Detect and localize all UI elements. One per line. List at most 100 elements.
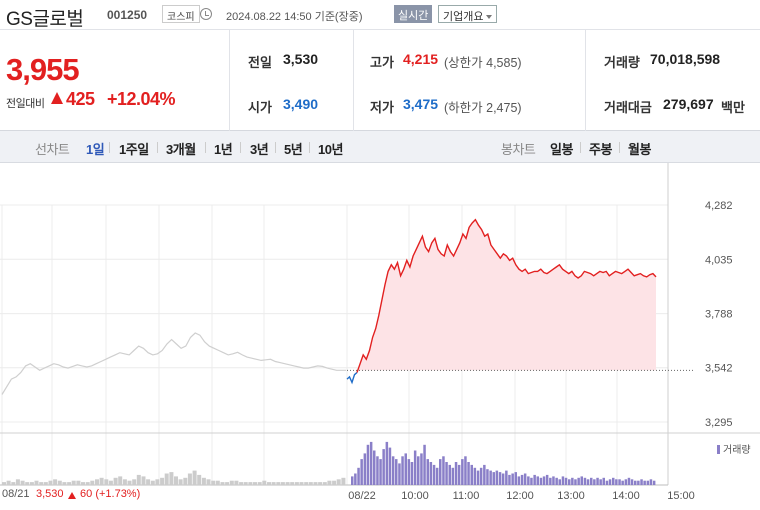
volume-bar-prev-1 [6, 480, 11, 485]
volume-bar-prev-34 [160, 477, 165, 485]
clock-icon [200, 8, 212, 20]
volume-bar-today-16 [401, 456, 404, 486]
volume-bar-today-52 [514, 472, 517, 485]
volume-bar-today-76 [590, 477, 593, 485]
volume-bar-today-42 [483, 464, 486, 485]
tab-1w[interactable]: 1주일 [119, 142, 149, 157]
volume-bar-prev-15 [71, 480, 76, 485]
volume-bar-prev-49 [229, 480, 234, 485]
volume-swatch [717, 445, 720, 454]
realtime-button[interactable]: 실시간 [394, 5, 433, 23]
y-tick-0: 4,282 [705, 200, 733, 212]
volume-bar-today-25 [429, 462, 433, 485]
open-label: 시가 [248, 100, 272, 115]
volume-bar-today-28 [439, 459, 442, 485]
market-badge: 코스피 [162, 5, 200, 23]
low-label: 저가 [370, 100, 394, 115]
company-overview-dropdown[interactable]: 기업개요 [438, 5, 498, 23]
volume-bar-prev-4 [20, 480, 25, 485]
volume-bar-prev-30 [141, 476, 146, 485]
tab-weekly[interactable]: 주봉 [589, 142, 612, 157]
volume-bar-prev-8 [39, 482, 44, 485]
volume-bar-today-89 [630, 479, 634, 486]
volume-bar-prev-32 [150, 480, 155, 485]
prev-label: 전일 [248, 55, 272, 70]
volume-bar-prev-3 [15, 479, 20, 486]
tab-monthly[interactable]: 월봉 [628, 142, 651, 157]
volume-bar-prev-68 [318, 482, 323, 485]
volume-bar-prev-25 [118, 476, 123, 485]
volume-bar-today-30 [445, 462, 448, 485]
volume-bar-prev-7 [34, 480, 39, 485]
volume-bar-prev-57 [267, 482, 271, 485]
volume-bar-today-17 [404, 453, 407, 485]
volume-bar-today-85 [618, 479, 621, 486]
volume-bar-prev-73 [341, 477, 346, 485]
volume-bar-prev-19 [90, 480, 95, 485]
tab-3y[interactable]: 3년 [250, 142, 269, 157]
volume-bar-today-81 [605, 480, 609, 485]
open-value: 3,490 [283, 96, 319, 112]
volume-bar-today-33 [454, 462, 458, 485]
volume-bar-prev-65 [304, 482, 309, 485]
company-overview-label: 기업개요 [443, 11, 484, 23]
x-tick-3: 12:00 [506, 490, 534, 502]
volume-bar-today-44 [489, 470, 492, 485]
volume-bar-today-27 [435, 467, 439, 486]
tab-10y[interactable]: 10년 [318, 142, 343, 157]
volume-bar-today-64 [552, 476, 555, 485]
volume-bar-prev-14 [67, 482, 72, 485]
volume-bar-prev-60 [280, 482, 285, 485]
today-price-line [356, 218, 657, 373]
x-tick-4: 13:00 [557, 490, 585, 502]
tab-daily[interactable]: 일봉 [550, 142, 573, 157]
tab-3m[interactable]: 3개월 [166, 142, 196, 157]
change-label: 전일대비 [6, 98, 45, 110]
volume-bar-prev-72 [336, 479, 341, 486]
x-tick-5: 14:00 [612, 490, 640, 502]
volume-bar-today-88 [627, 477, 631, 485]
tab-candle-chart[interactable]: 봉차트 [501, 142, 536, 157]
volume-bar-today-54 [520, 474, 524, 485]
volume-bar-prev-59 [276, 482, 281, 485]
volume-bar-today-61 [542, 476, 546, 485]
prev-change-value: 60 [80, 488, 93, 500]
volume-bar-today-59 [536, 476, 539, 485]
change-rate: +12.04% [107, 89, 176, 109]
volume-bar-prev-44 [206, 479, 211, 486]
volume-bar-prev-20 [95, 479, 99, 486]
volume-bar-prev-45 [211, 480, 216, 485]
tab-1d[interactable]: 1일 [86, 142, 105, 157]
tab-1y[interactable]: 1년 [214, 142, 233, 157]
volume-bar-today-57 [530, 477, 533, 485]
volume-bar-today-10 [382, 449, 385, 485]
volume-bar-prev-53 [248, 482, 253, 485]
volume-bar-today-72 [577, 477, 580, 485]
volume-bar-prev-47 [220, 482, 225, 485]
tab-line-chart[interactable]: 선차트 [35, 142, 70, 157]
volume-bar-today-35 [461, 459, 464, 485]
volume-bar-today-24 [426, 459, 429, 485]
volume-bar-prev-69 [322, 482, 327, 485]
volume-bar-today-1 [354, 473, 357, 485]
volume-bar-prev-13 [62, 482, 67, 485]
x-tick-2: 11:00 [453, 490, 480, 502]
volume-bar-today-39 [473, 467, 477, 486]
volume-bar-prev-35 [164, 473, 169, 485]
volume-bar-today-62 [545, 474, 549, 485]
intraday-chart[interactable]: 4,282 4,035 3,788 3,542 3,295 08/22 10:00 11:0… [0, 163, 760, 510]
volume-bar-prev-42 [197, 474, 202, 485]
volume-bar-prev-21 [99, 477, 104, 485]
volume-bar-prev-0 [2, 482, 6, 485]
volume-bar-today-11 [385, 441, 389, 485]
volume-bar-today-23 [423, 444, 426, 486]
up-arrow-icon [51, 92, 63, 104]
volume-bar-prev-58 [271, 482, 276, 485]
tab-5y[interactable]: 5년 [284, 142, 303, 157]
amount-unit: 백만 [721, 100, 745, 115]
prev-value: 3,530 [283, 51, 319, 67]
volume-bar-today-56 [527, 476, 530, 485]
volume-bar-today-48 [501, 473, 505, 485]
volume-bar-prev-37 [174, 476, 178, 485]
volume-bar-prev-40 [187, 473, 192, 485]
